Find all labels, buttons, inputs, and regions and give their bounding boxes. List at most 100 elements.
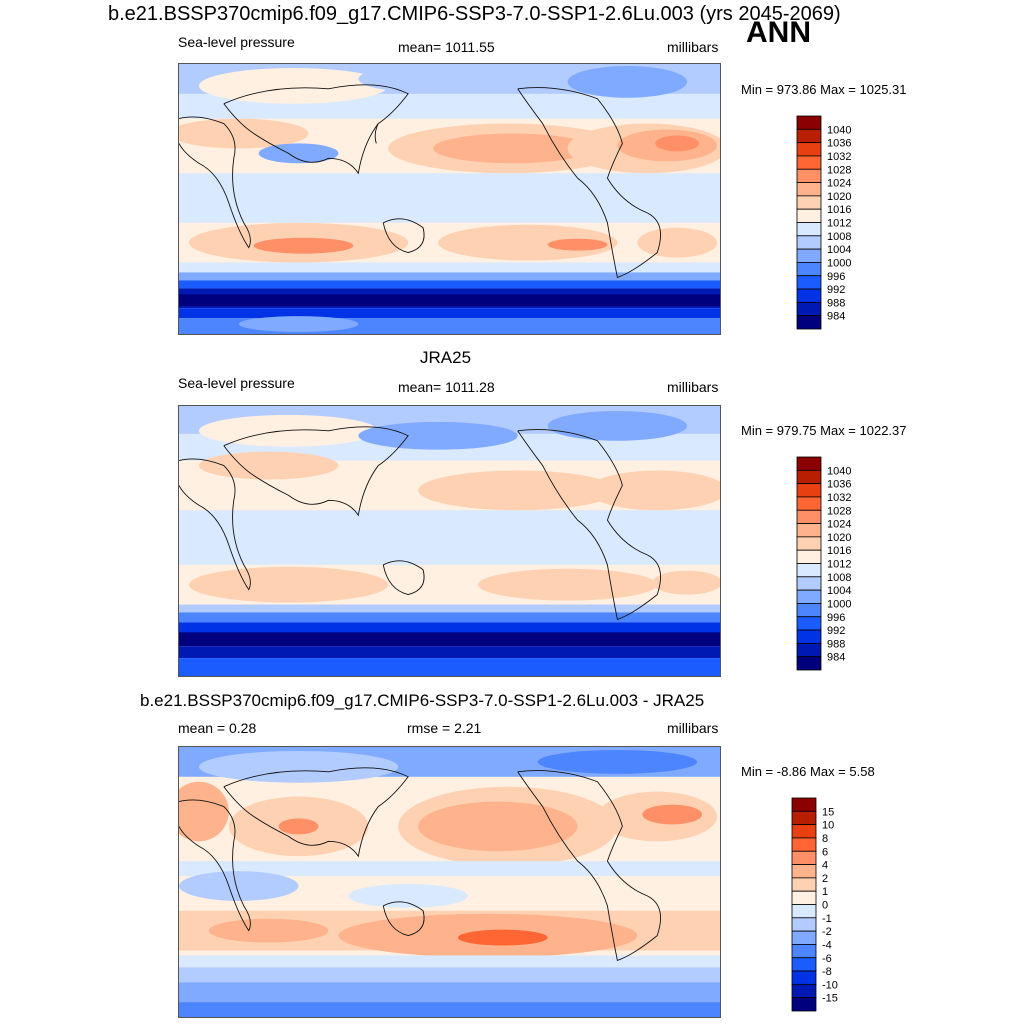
panel2-colorbar-box-14 [796,642,822,658]
panel1-colorbar-box-9 [796,235,822,250]
panel1-map-svg [179,64,720,334]
panel3-colorbar-box-6 [791,877,817,892]
panel2-colorbar-box-4 [796,509,822,524]
panel2-colorbar-box-15 [796,656,822,671]
panel3-colorbar-tick-label: 0 [822,900,828,912]
panel2-map-svg [179,406,720,676]
panel2-colorbar-tick-label: 1028 [827,505,851,517]
panel1-colorbar-tick-label: 1036 [827,138,851,150]
panel1-minmax: Min = 973.86 Max = 1025.31 [741,82,907,97]
panel3-colorbar-box-9 [791,917,817,932]
panel3-colorbar-box-11 [791,944,817,959]
panel2-colorbar-tick-label: 1036 [827,479,851,491]
panel3-colorbar-tick-label: 2 [822,873,828,885]
panel1-colorbar-box-2 [796,142,822,157]
panel2-title: JRA25 [420,348,472,367]
panel3-colorbar-tick-label: -1 [822,913,832,925]
panel1-colorbar-tick-label: 1020 [827,191,851,203]
panel2-colorbar: 1040 1036 1032 1028 1024 1020 1016 1012 1008 1004… [796,456,857,671]
panel3-colorbar-tick-label: -6 [822,953,832,965]
panel2-colorbar-box-5 [796,523,822,538]
panel3-colorbar-box-3 [791,837,817,852]
panel3-mean-label: mean = 0.28 [178,720,257,736]
panel2-colorbar-tick-label: 1008 [827,572,851,584]
panel2-colorbar-box-9 [796,576,822,591]
panel1-colorbar-tick-label: 996 [827,271,845,283]
panel3-colorbar-tick-label: 6 [822,846,828,858]
panel2-colorbar-box-3 [796,496,822,511]
panel1-colorbar-tick-label: 984 [827,311,845,323]
panel3-colorbar-box-14 [791,983,817,999]
panel3-colorbar-tick-label: 8 [822,833,828,845]
panel3-colorbar-tick-label: 15 [822,806,834,818]
panel3-colorbar-tick-label: 1 [822,886,828,898]
panel1-colorbar-box-4 [796,168,822,183]
panel1-colorbar-tick-label: 1012 [827,218,851,230]
panel2-colorbar-box-11 [796,603,822,618]
panel3-colorbar-box-1 [791,810,817,826]
panel2-colorbar-box-8 [796,563,822,578]
panel1-colorbar-box-14 [796,301,822,317]
panel1-colorbar-box-13 [796,288,822,303]
panel2-colorbar-tick-label: 1024 [827,519,851,531]
panel2-colorbar-tick-label: 1000 [827,598,851,610]
panel3-title: b.e21.BSSP370cmip6.f09_g17.CMIP6-SSP3-7.… [140,691,705,710]
panel3-map-svg [179,747,720,1017]
panel2-colorbar-tick-label: 988 [827,638,845,650]
panel1-colorbar: 1040 1036 1032 1028 1024 1020 1016 1012 1008 1004… [796,115,857,330]
panel1-colorbar-tick-label: 988 [827,297,845,309]
panel2-colorbar-box-10 [796,589,822,604]
panel3-colorbar-box-10 [791,930,817,945]
panel1-colorbar-tick-label: 1004 [827,244,851,256]
panel1-colorbar-box-1 [796,128,822,144]
panel1-colorbar-box-8 [796,222,822,237]
panel3-colorbar-box-7 [791,890,817,905]
panel3-colorbar-box-8 [791,904,817,919]
panel2-colorbar-box-13 [796,629,822,644]
panel3-colorbar-tick-label: -15 [822,993,838,1005]
panel2-mean-label: mean= 1011.28 [398,379,495,395]
panel1-colorbar-tick-label: 1024 [827,178,851,190]
panel2-colorbar-box-2 [796,483,822,498]
panel3-rmse-label: rmse = 2.21 [407,720,482,736]
panel2-units-label: millibars [667,379,719,395]
panel3-colorbar-box-15 [791,997,817,1012]
panel2-colorbar-tick-label: 996 [827,612,845,624]
panel3-colorbar-tick-label: 10 [822,820,834,832]
panel1-colorbar-tick-label: 1000 [827,257,851,269]
panel3-colorbar-box-5 [791,864,817,879]
panel3-colorbar-tick-label: -8 [822,966,832,978]
panel3-units-label: millibars [667,720,719,736]
panel1-variable-label: Sea-level pressure [178,34,295,50]
panel2-colorbar-tick-label: 1040 [827,465,851,477]
panel1-colorbar-box-15 [796,315,822,330]
panel1-mean-label: mean= 1011.55 [398,39,495,55]
panel3-colorbar-tick-label: -4 [822,939,832,951]
panel1-colorbar-tick-label: 1016 [827,204,851,216]
panel1-colorbar-tick-label: 1040 [827,124,851,136]
panel2-colorbar-box-6 [796,536,822,551]
panel3-colorbar-tick-label: 4 [822,860,828,872]
panel2-colorbar-tick-label: 984 [827,652,845,664]
panel1-colorbar-tick-label: 1008 [827,231,851,243]
panel1-units-label: millibars [667,39,719,55]
panel2-colorbar-tick-label: 1016 [827,545,851,557]
panel3-colorbar-box-0 [791,797,817,812]
panel2-colorbar-tick-label: 1020 [827,532,851,544]
panel1-colorbar-tick-label: 1032 [827,151,851,163]
main-title: b.e21.BSSP370cmip6.f09_g17.CMIP6-SSP3-7.… [108,3,841,25]
panel2-colorbar-box-7 [796,549,822,564]
panel2-minmax: Min = 979.75 Max = 1022.37 [741,423,907,438]
panel1-colorbar-box-5 [796,182,822,197]
panel3-minmax: Min = -8.86 Max = 5.58 [741,764,875,779]
panel3-colorbar-box-12 [791,957,817,972]
panel1-colorbar-box-6 [796,195,822,210]
panel3-colorbar-box-4 [791,850,817,865]
panel1-colorbar-box-0 [796,115,822,130]
panel1-colorbar-box-7 [796,208,822,223]
panel2-colorbar-box-12 [796,616,822,631]
panel1-colorbar-box-11 [796,262,822,277]
panel1-map [178,63,721,335]
